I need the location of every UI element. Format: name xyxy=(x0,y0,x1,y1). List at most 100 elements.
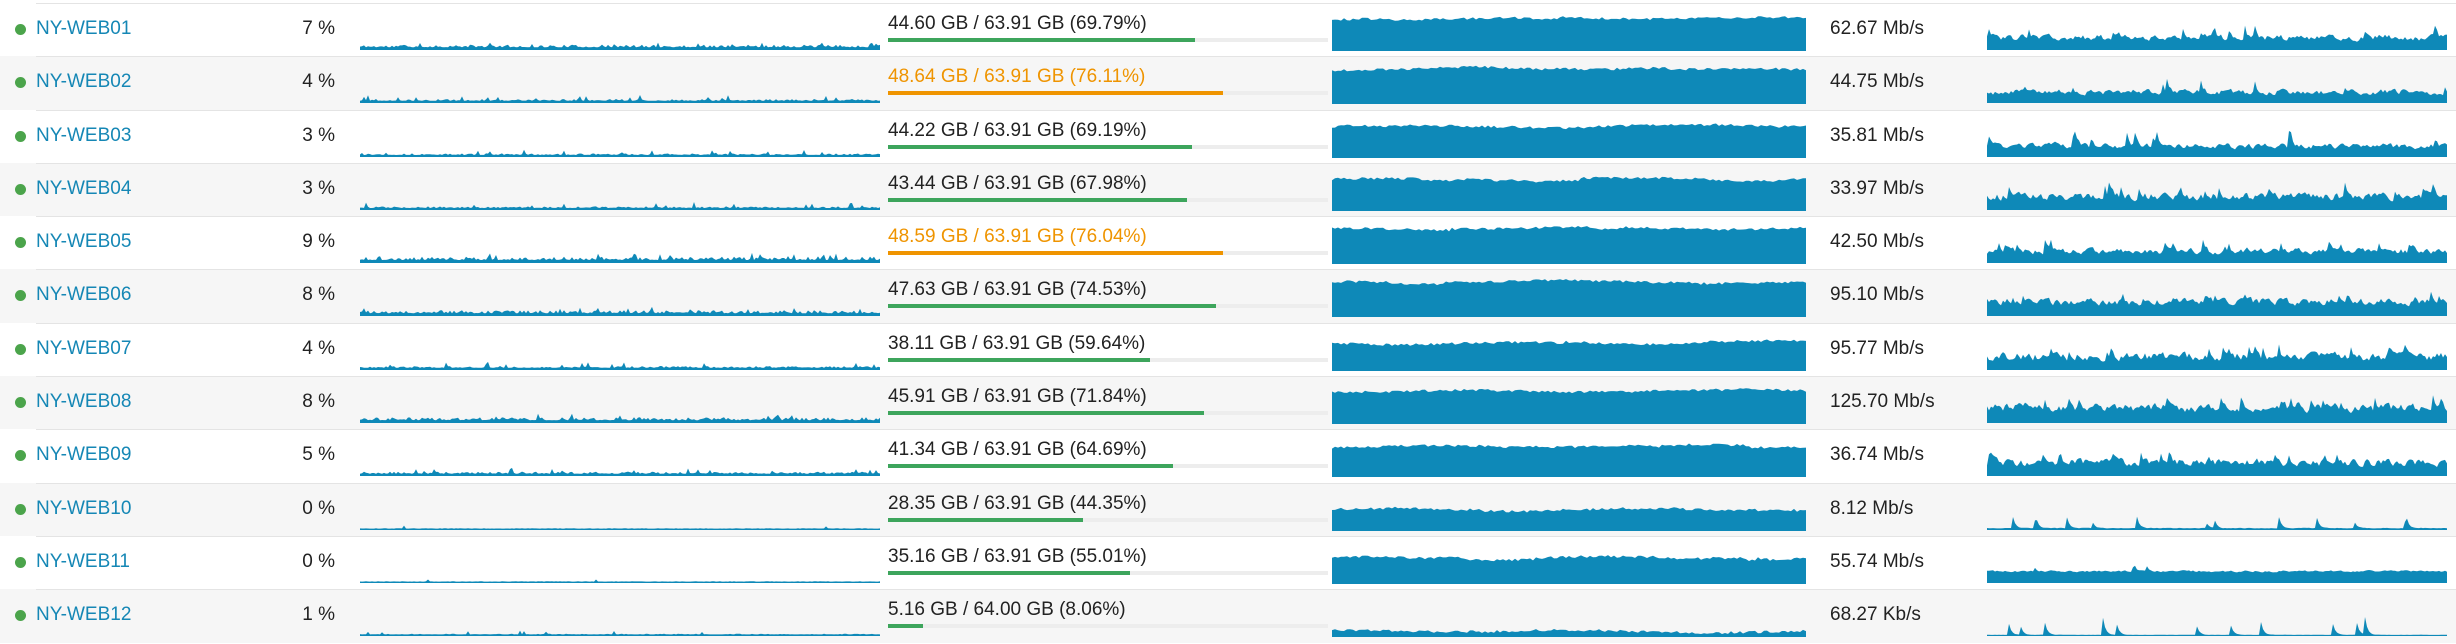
traffic-minigraph[interactable] xyxy=(1987,381,2447,424)
cpu-minigraph[interactable] xyxy=(360,247,880,264)
device-row: NY-WEB11 0 % 35.16 GB / 63.91 GB (55.01%… xyxy=(0,535,2456,590)
memory-usage-bar xyxy=(888,517,1328,522)
traffic-minigraph[interactable] xyxy=(1987,168,2447,210)
device-link[interactable]: NY-WEB03 xyxy=(36,124,132,146)
traffic-minigraph[interactable] xyxy=(1987,8,2447,50)
memory-usage-bar xyxy=(888,251,1328,256)
device-link[interactable]: NY-WEB02 xyxy=(36,71,132,93)
status-up-dot xyxy=(15,24,26,35)
memory-minigraph[interactable] xyxy=(1332,219,1806,265)
status-up-dot xyxy=(15,290,26,302)
memory-usage-bar-fill xyxy=(888,570,1131,575)
device-link[interactable]: NY-WEB07 xyxy=(36,337,132,359)
memory-usage-value: 41.34 GB / 63.91 GB (64.69%) xyxy=(888,439,1147,461)
traffic-minigraph[interactable] xyxy=(1987,61,2447,104)
device-row: NY-WEB06 8 % 47.63 GB / 63.91 GB (74.53%… xyxy=(0,269,2456,323)
cpu-minigraph[interactable] xyxy=(360,460,880,477)
memory-minigraph[interactable] xyxy=(1332,59,1806,105)
bandwidth-value: 8.12 Mb/s xyxy=(1830,497,1914,519)
cpu-load-value: 0 % xyxy=(302,550,335,572)
memory-usage-bar xyxy=(888,570,1328,575)
status-up-dot xyxy=(15,183,26,195)
memory-usage-bar-fill xyxy=(888,411,1205,416)
status-up-dot xyxy=(15,237,26,249)
cpu-minigraph[interactable] xyxy=(360,514,880,530)
device-link[interactable]: NY-WEB09 xyxy=(36,444,132,466)
memory-usage-bar xyxy=(888,357,1328,362)
traffic-minigraph[interactable] xyxy=(1987,434,2447,477)
cpu-load-value: 3 % xyxy=(302,177,335,199)
cpu-minigraph[interactable] xyxy=(360,300,880,317)
memory-usage-bar-fill xyxy=(888,38,1196,42)
device-row: NY-WEB02 4 % 48.64 GB / 63.91 GB (76.11%… xyxy=(0,56,2456,110)
cpu-minigraph[interactable] xyxy=(360,407,880,424)
memory-usage-cell: 41.34 GB / 63.91 GB (64.69%) xyxy=(888,438,1328,469)
memory-minigraph[interactable] xyxy=(1332,6,1806,51)
memory-minigraph[interactable] xyxy=(1332,486,1806,531)
traffic-minigraph[interactable] xyxy=(1987,594,2447,637)
device-row: NY-WEB07 4 % 38.11 GB / 63.91 GB (59.64%… xyxy=(0,322,2456,377)
traffic-minigraph[interactable] xyxy=(1987,541,2447,583)
device-link[interactable]: NY-WEB08 xyxy=(36,391,132,413)
traffic-minigraph[interactable] xyxy=(1987,328,2447,370)
cpu-load-value: 4 % xyxy=(302,71,335,93)
memory-usage-bar xyxy=(888,38,1328,42)
device-link[interactable]: NY-WEB01 xyxy=(36,18,132,39)
memory-usage-bar xyxy=(888,464,1328,469)
bandwidth-value: 95.10 Mb/s xyxy=(1830,284,1924,306)
cpu-minigraph[interactable] xyxy=(360,194,880,210)
bandwidth-value: 68.27 Kb/s xyxy=(1830,604,1921,626)
memory-usage-value: 44.22 GB / 63.91 GB (69.19%) xyxy=(888,119,1147,141)
device-row: NY-WEB08 8 % 45.91 GB / 63.91 GB (71.84%… xyxy=(0,376,2456,430)
cpu-minigraph[interactable] xyxy=(360,34,880,50)
bandwidth-value: 36.74 Mb/s xyxy=(1830,444,1924,466)
memory-usage-value: 35.16 GB / 63.91 GB (55.01%) xyxy=(888,545,1147,567)
traffic-minigraph[interactable] xyxy=(1987,274,2447,317)
cpu-minigraph[interactable] xyxy=(360,567,880,583)
status-up-dot xyxy=(15,343,26,355)
device-link[interactable]: NY-WEB10 xyxy=(36,497,132,519)
memory-usage-cell: 48.59 GB / 63.91 GB (76.04%) xyxy=(888,225,1328,256)
device-link[interactable]: NY-WEB06 xyxy=(36,284,132,306)
device-link[interactable]: NY-WEB12 xyxy=(36,604,132,626)
traffic-minigraph[interactable] xyxy=(1987,221,2447,264)
memory-usage-value: 48.59 GB / 63.91 GB (76.04%) xyxy=(888,226,1147,248)
memory-minigraph[interactable] xyxy=(1332,379,1806,425)
bandwidth-value: 95.77 Mb/s xyxy=(1830,337,1924,359)
device-row: NY-WEB10 0 % 28.35 GB / 63.91 GB (44.35%… xyxy=(0,482,2456,536)
device-link[interactable]: NY-WEB04 xyxy=(36,177,132,199)
memory-minigraph[interactable] xyxy=(1332,326,1806,371)
cpu-minigraph[interactable] xyxy=(360,620,880,637)
memory-usage-bar-fill xyxy=(888,144,1193,149)
bandwidth-value: 125.70 Mb/s xyxy=(1830,391,1935,413)
memory-minigraph[interactable] xyxy=(1332,432,1806,478)
status-up-dot xyxy=(15,556,26,568)
memory-minigraph[interactable] xyxy=(1332,166,1806,211)
memory-usage-cell: 38.11 GB / 63.91 GB (59.64%) xyxy=(888,332,1328,362)
status-up-dot xyxy=(15,397,26,409)
memory-minigraph[interactable] xyxy=(1332,272,1806,318)
memory-usage-bar-fill xyxy=(888,91,1223,96)
memory-minigraph[interactable] xyxy=(1332,592,1806,638)
cpu-load-value: 8 % xyxy=(302,391,335,413)
status-up-dot xyxy=(15,77,26,89)
memory-minigraph[interactable] xyxy=(1332,113,1806,158)
memory-usage-bar-fill xyxy=(888,624,924,629)
cpu-load-value: 8 % xyxy=(302,284,335,306)
device-link[interactable]: NY-WEB11 xyxy=(36,550,130,572)
memory-usage-bar xyxy=(888,624,1328,629)
memory-usage-cell: 44.22 GB / 63.91 GB (69.19%) xyxy=(888,119,1328,149)
device-row: NY-WEB04 3 % 43.44 GB / 63.91 GB (67.98%… xyxy=(0,162,2456,217)
memory-minigraph[interactable] xyxy=(1332,539,1806,584)
cpu-minigraph[interactable] xyxy=(360,354,880,370)
memory-usage-value: 48.64 GB / 63.91 GB (76.11%) xyxy=(888,66,1146,88)
traffic-minigraph[interactable] xyxy=(1987,488,2447,530)
traffic-minigraph[interactable] xyxy=(1987,115,2447,157)
memory-usage-bar xyxy=(888,91,1328,96)
memory-usage-cell: 28.35 GB / 63.91 GB (44.35%) xyxy=(888,492,1328,522)
memory-usage-value: 5.16 GB / 64.00 GB (8.06%) xyxy=(888,599,1126,621)
cpu-minigraph[interactable] xyxy=(360,141,880,157)
device-link[interactable]: NY-WEB05 xyxy=(36,231,132,253)
cpu-minigraph[interactable] xyxy=(360,87,880,104)
